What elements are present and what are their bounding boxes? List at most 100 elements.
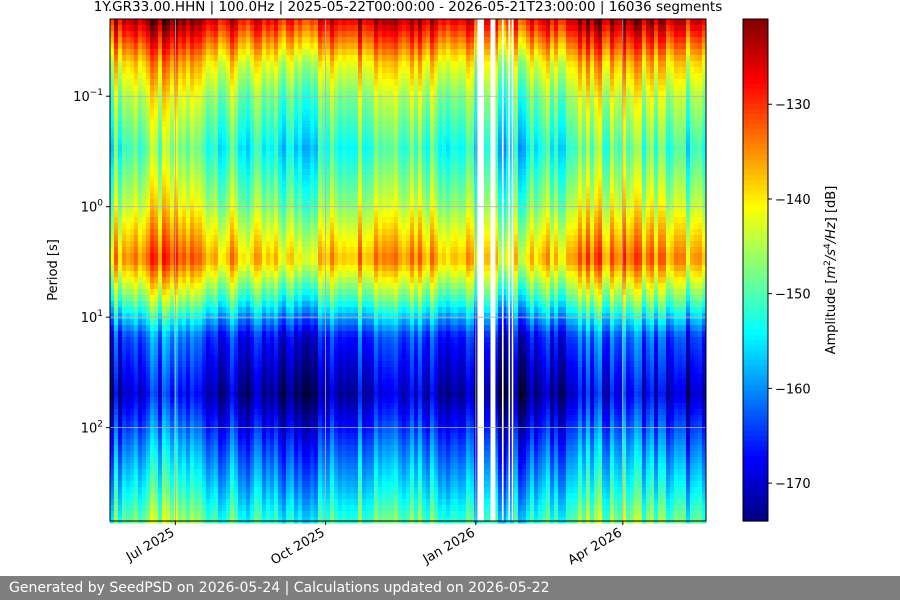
heatmap-cell — [314, 115, 319, 122]
heatmap-cell — [642, 211, 647, 218]
heatmap-cell — [238, 187, 243, 194]
heatmap-cell — [310, 163, 315, 170]
heatmap-cell — [402, 109, 407, 116]
heatmap-cell — [442, 55, 447, 62]
heatmap-cell — [158, 127, 163, 134]
heatmap-cell — [342, 121, 347, 128]
heatmap-cell — [214, 25, 219, 32]
heatmap-cell — [606, 127, 611, 134]
heatmap-cell — [598, 49, 603, 56]
heatmap-cell — [546, 79, 551, 86]
heatmap-cell — [638, 211, 643, 218]
heatmap-cell — [590, 19, 595, 26]
heatmap-cell — [498, 157, 503, 164]
heatmap-cell — [266, 31, 271, 38]
heatmap-cell — [486, 187, 491, 194]
heatmap-cell — [282, 79, 287, 86]
heatmap-cell — [566, 157, 571, 164]
heatmap-cell — [194, 49, 199, 56]
heatmap-cell — [394, 163, 399, 170]
heatmap-cell — [210, 109, 215, 116]
heatmap-cell — [474, 115, 479, 122]
heatmap-cell — [126, 103, 131, 110]
heatmap-cell — [218, 205, 223, 212]
heatmap-cell — [638, 55, 643, 62]
heatmap-cell — [462, 103, 467, 110]
heatmap-cell — [634, 193, 639, 200]
heatmap-cell — [686, 31, 691, 38]
heatmap-cell — [414, 79, 419, 86]
heatmap-cell — [426, 37, 431, 44]
heatmap-cell — [582, 49, 587, 56]
heatmap-cell — [302, 55, 307, 62]
heatmap-cell — [462, 85, 467, 92]
heatmap-cell — [438, 151, 443, 158]
heatmap-cell — [406, 187, 411, 194]
heatmap-cell — [334, 211, 339, 218]
heatmap-cell — [374, 139, 379, 146]
heatmap-cell — [410, 79, 415, 86]
heatmap-cell — [226, 187, 231, 194]
heatmap-cell — [170, 151, 175, 158]
heatmap-cell — [642, 193, 647, 200]
heatmap-cell — [170, 139, 175, 146]
heatmap-cell — [378, 157, 383, 164]
heatmap-cell — [142, 127, 147, 134]
heatmap-cell — [266, 193, 271, 200]
heatmap-cell — [622, 79, 627, 86]
heatmap-cell — [702, 133, 707, 140]
heatmap-cell — [690, 43, 695, 50]
heatmap-cell — [570, 169, 575, 176]
heatmap-cell — [318, 61, 323, 68]
heatmap-cell — [634, 73, 639, 80]
heatmap-cell — [282, 133, 287, 140]
heatmap-cell — [690, 55, 695, 62]
heatmap-cell — [186, 121, 191, 128]
heatmap-cell — [262, 133, 267, 140]
heatmap-cell — [278, 97, 283, 104]
heatmap-cell — [694, 121, 699, 128]
heatmap-cell — [314, 181, 319, 188]
heatmap-cell — [486, 109, 491, 116]
heatmap-cell — [186, 157, 191, 164]
heatmap-cell — [302, 19, 307, 26]
heatmap-cell — [578, 199, 583, 206]
heatmap-cell — [350, 91, 355, 98]
heatmap-cell — [346, 19, 351, 26]
heatmap-cell — [418, 79, 423, 86]
heatmap-cell — [274, 19, 279, 26]
heatmap-cell — [450, 37, 455, 44]
heatmap-cell — [306, 91, 311, 98]
heatmap-cell — [542, 103, 547, 110]
heatmap-cell — [362, 187, 367, 194]
heatmap-cell — [242, 91, 247, 98]
heatmap-cell — [598, 121, 603, 128]
heatmap-cell — [654, 193, 659, 200]
heatmap-cell — [610, 73, 615, 80]
heatmap-cell — [442, 145, 447, 152]
heatmap-cell — [190, 121, 195, 128]
heatmap-cell — [686, 193, 691, 200]
heatmap-cell — [626, 55, 631, 62]
heatmap-cell — [618, 67, 623, 74]
heatmap-cell — [142, 109, 147, 116]
heatmap-cell — [254, 115, 259, 122]
heatmap-cell — [614, 97, 619, 104]
heatmap-cell — [190, 205, 195, 212]
heatmap-cell — [250, 127, 255, 134]
heatmap-cell — [562, 67, 567, 74]
heatmap-cell — [666, 187, 671, 194]
heatmap-cell — [494, 73, 499, 80]
heatmap-cell — [170, 181, 175, 188]
heatmap-cell — [138, 67, 143, 74]
heatmap-cell — [598, 67, 603, 74]
heatmap-cell — [410, 25, 415, 32]
heatmap-cell — [286, 49, 291, 56]
heatmap-cell — [594, 163, 599, 170]
heatmap-cell — [110, 139, 115, 146]
heatmap-cell — [410, 139, 415, 146]
heatmap-cell — [338, 175, 343, 182]
heatmap-cell — [542, 157, 547, 164]
heatmap-cell — [698, 199, 703, 206]
heatmap-cell — [614, 91, 619, 98]
